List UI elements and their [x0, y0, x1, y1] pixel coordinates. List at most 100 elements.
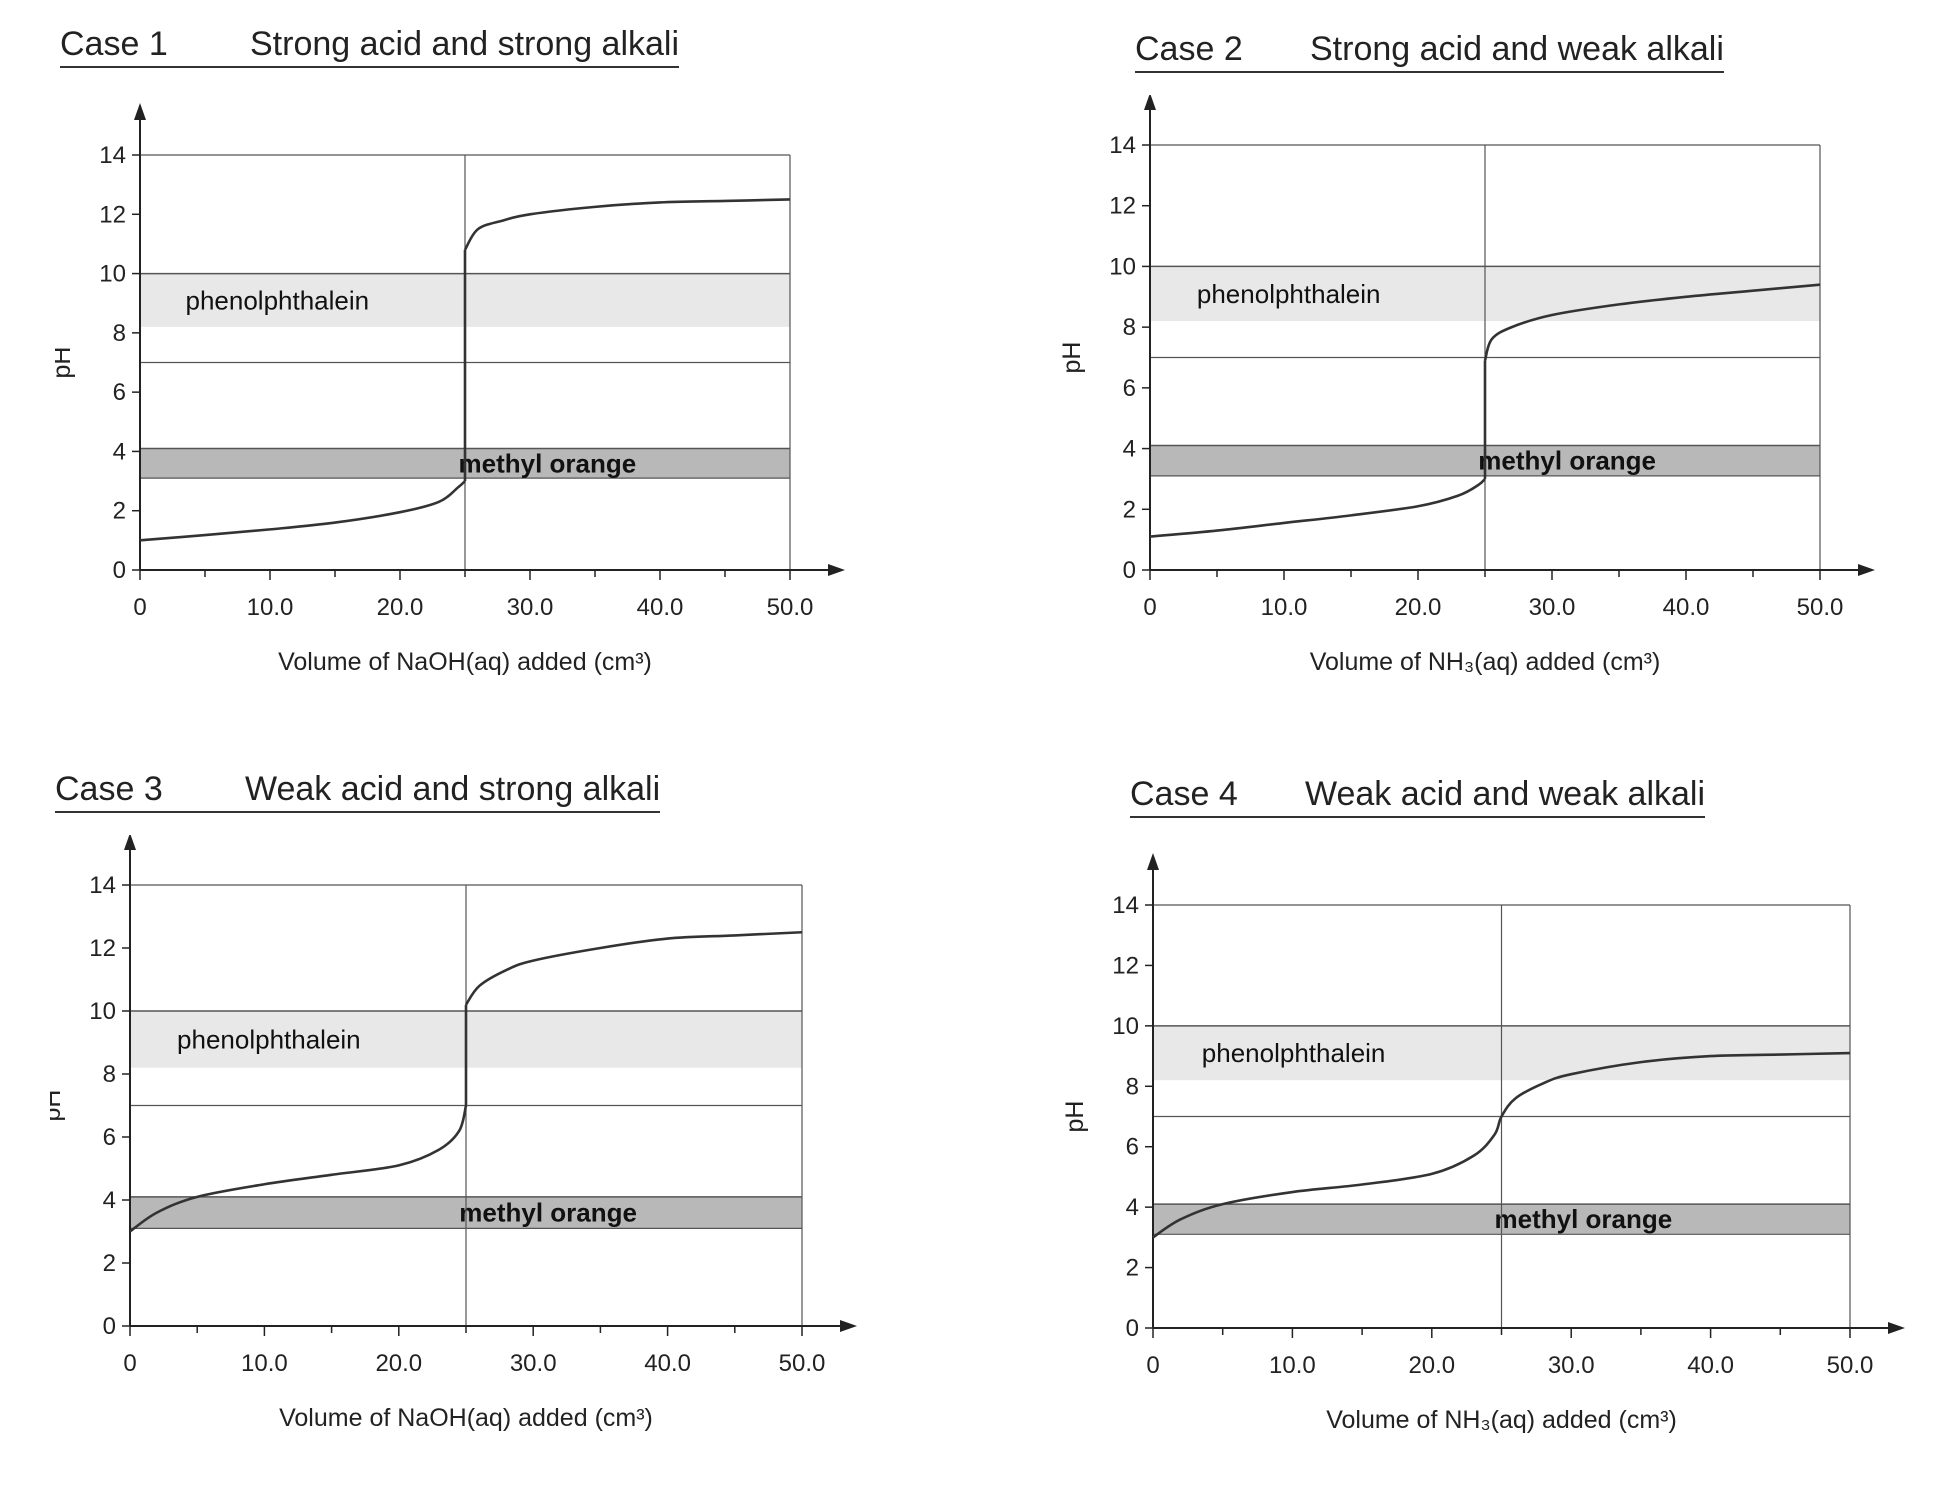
titration-curve [1149, 283, 1821, 538]
y-tick-label: 14 [1109, 132, 1136, 159]
y-axis-arrow [1147, 853, 1159, 870]
titration-curve [129, 930, 803, 1233]
x-tick-label: 50.0 [1797, 594, 1844, 621]
x-tick-label: 40.0 [637, 594, 684, 621]
case-title-text: Weak acid and strong alkali [245, 770, 661, 808]
x-axis-label: Volume of NaOH(aq) added (cm³) [279, 1404, 653, 1432]
chart-title: Case 3 Weak acid and strong alkali [55, 770, 661, 813]
y-tick-label: 2 [113, 498, 126, 525]
x-tick-label: 30.0 [1548, 1352, 1595, 1379]
y-tick-label: 6 [113, 379, 126, 406]
band-label: phenolphthalein [177, 1024, 361, 1054]
x-tick-label: 0 [1146, 1352, 1159, 1379]
band-label: methyl orange [1495, 1204, 1673, 1234]
case-title-text: Strong acid and weak alkali [1310, 30, 1724, 68]
y-tick-label: 4 [1123, 436, 1136, 463]
y-axis-label: pH [55, 347, 76, 379]
x-tick-label: 20.0 [1408, 1352, 1455, 1379]
y-tick-label: 2 [1126, 1255, 1139, 1282]
case-title-text: Strong acid and strong alkali [250, 25, 680, 63]
x-tick-label: 30.0 [510, 1350, 557, 1377]
x-axis-label: Volume of NH₃(aq) added (cm³) [1310, 648, 1661, 676]
x-tick-label: 20.0 [377, 594, 424, 621]
x-tick-label: 50.0 [779, 1350, 826, 1377]
y-axis-arrow [124, 835, 136, 850]
case-label: Case 3 [55, 770, 163, 808]
y-tick-label: 12 [89, 935, 116, 962]
y-tick-label: 8 [113, 320, 126, 347]
y-tick-label: 0 [113, 557, 126, 584]
y-tick-label: 0 [1123, 557, 1136, 584]
band-label: methyl orange [459, 1198, 637, 1228]
x-tick-label: 50.0 [1827, 1352, 1874, 1379]
x-axis-label: Volume of NH₃(aq) added (cm³) [1326, 1406, 1677, 1434]
y-tick-label: 0 [1126, 1315, 1139, 1342]
band-label: phenolphthalein [186, 285, 370, 315]
y-tick-label: 8 [103, 1061, 116, 1088]
x-tick-label: 10.0 [1261, 594, 1308, 621]
x-tick-label: 20.0 [1395, 594, 1442, 621]
chart-panel-case-3: Case 3 Weak acid and strong alkali phenol… [50, 765, 890, 1465]
y-tick-label: 6 [1123, 375, 1136, 402]
y-tick-label: 12 [1109, 193, 1136, 220]
y-axis-label: pH [1058, 342, 1086, 374]
y-tick-label: 4 [1126, 1194, 1139, 1221]
y-tick-label: 14 [89, 872, 116, 899]
titration-curve [1152, 1051, 1851, 1239]
chart-title: Case 1 Strong acid and strong alkali [60, 25, 680, 68]
band-label: phenolphthalein [1202, 1038, 1386, 1068]
chart-title: Case 4 Weak acid and weak alkali [1130, 775, 1706, 818]
y-axis-arrow [1144, 95, 1156, 110]
x-tick-label: 30.0 [1529, 594, 1576, 621]
chart-title: Case 2 Strong acid and weak alkali [1135, 30, 1724, 73]
titration-curve-chart: phenolphthalein methyl orange 0 2 4 6 8 10 12 14 0… [55, 103, 845, 676]
x-axis-arrow [828, 564, 845, 576]
y-tick-label: 10 [89, 998, 116, 1025]
y-tick-label: 6 [1126, 1134, 1139, 1161]
x-tick-label: 40.0 [644, 1350, 691, 1377]
y-tick-label: 6 [103, 1124, 116, 1151]
y-tick-label: 12 [1112, 952, 1139, 979]
x-axis-arrow [1888, 1322, 1905, 1334]
y-tick-label: 8 [1123, 314, 1136, 341]
y-tick-label: 12 [99, 201, 126, 228]
x-tick-label: 0 [1143, 594, 1156, 621]
x-tick-label: 10.0 [1269, 1352, 1316, 1379]
x-axis-label: Volume of NaOH(aq) added (cm³) [278, 648, 652, 676]
y-tick-label: 0 [103, 1313, 116, 1340]
y-axis-label: pH [50, 1090, 66, 1122]
x-tick-label: 40.0 [1663, 594, 1710, 621]
x-tick-label: 40.0 [1687, 1352, 1734, 1379]
x-tick-label: 30.0 [507, 594, 554, 621]
x-tick-label: 50.0 [767, 594, 814, 621]
band-label: phenolphthalein [1197, 279, 1381, 309]
titration-curve [139, 198, 791, 542]
y-tick-label: 2 [103, 1250, 116, 1277]
case-title-text: Weak acid and weak alkali [1305, 775, 1706, 813]
y-tick-label: 8 [1126, 1073, 1139, 1100]
y-axis-label: pH [1061, 1101, 1089, 1133]
y-tick-label: 10 [1109, 253, 1136, 280]
chart-panel-case-4: Case 4 Weak acid and weak alkali phenolph… [1050, 770, 1930, 1470]
x-axis-arrow [840, 1320, 857, 1332]
chart-panel-case-2: Case 2 Strong acid and weak alkali phenol… [1050, 25, 1930, 715]
x-tick-label: 10.0 [241, 1350, 288, 1377]
x-tick-label: 0 [123, 1350, 136, 1377]
case-label: Case 1 [60, 25, 168, 63]
y-tick-label: 10 [99, 261, 126, 288]
x-tick-label: 0 [133, 594, 146, 621]
case-label: Case 4 [1130, 775, 1238, 813]
x-tick-label: 10.0 [247, 594, 294, 621]
y-tick-label: 10 [1112, 1013, 1139, 1040]
titration-curve-chart: phenolphthalein methyl orange 0 2 4 6 8 10 12 14 0… [1058, 95, 1875, 676]
y-tick-label: 14 [1112, 892, 1139, 919]
x-axis-arrow [1858, 564, 1875, 576]
titration-curve-chart: phenolphthalein methyl orange 0 2 4 6 8 10 12 14 0… [50, 835, 857, 1432]
band-label: methyl orange [1478, 446, 1656, 476]
y-tick-label: 2 [1123, 496, 1136, 523]
band-label: methyl orange [459, 448, 637, 478]
y-axis-arrow [134, 103, 146, 120]
case-label: Case 2 [1135, 30, 1243, 68]
x-tick-label: 20.0 [375, 1350, 422, 1377]
y-tick-label: 4 [113, 438, 126, 465]
